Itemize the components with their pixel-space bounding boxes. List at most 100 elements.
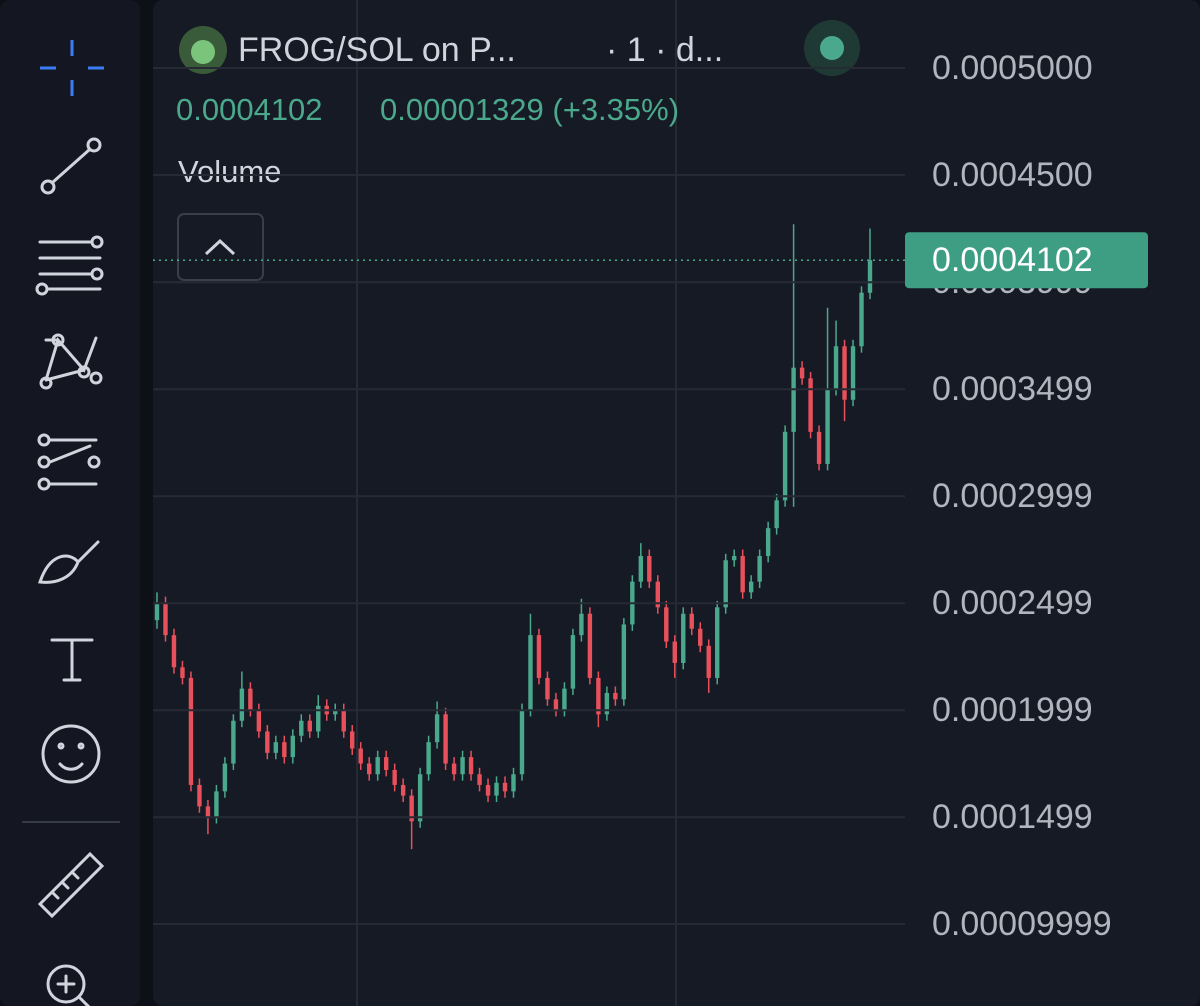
candle-body <box>222 763 228 792</box>
candle-body <box>774 500 779 529</box>
candle-body <box>545 677 550 700</box>
candle-body <box>528 635 533 711</box>
candle-body <box>655 581 660 608</box>
candle-body <box>596 677 601 715</box>
candle-body <box>664 607 669 642</box>
candle-body <box>154 603 160 621</box>
candle-body <box>299 720 304 736</box>
candle-body <box>613 692 618 700</box>
y-tick-label: 0.00009999 <box>932 905 1112 943</box>
candle-body <box>731 555 737 561</box>
candle-body <box>621 624 627 700</box>
toolbar <box>0 0 140 1006</box>
chevron-icon <box>204 238 236 256</box>
candle-body <box>698 628 703 646</box>
candle-body <box>850 346 856 400</box>
emoji-tool[interactable] <box>41 724 101 784</box>
candle-body <box>757 555 762 582</box>
candle-body <box>197 784 202 807</box>
candle-body <box>316 705 321 732</box>
candle-body <box>604 692 610 715</box>
candle-body <box>706 645 711 678</box>
candle-body <box>460 757 465 775</box>
fib-tool[interactable] <box>35 235 104 296</box>
y-tick-label: 0.0002499 <box>932 584 1093 622</box>
candle-body <box>782 431 788 501</box>
candle-body <box>833 346 839 390</box>
candle-body <box>579 613 584 636</box>
zoom-tool[interactable] <box>46 964 91 1006</box>
projection-tool[interactable] <box>37 433 101 491</box>
candle-body <box>672 641 677 663</box>
candle-body <box>417 774 423 822</box>
candle-body <box>570 635 576 689</box>
candle-body <box>842 346 847 400</box>
candle-body <box>188 677 194 785</box>
symbol-avatar-detail <box>191 40 215 64</box>
last-price-tag-label: 0.0004102 <box>932 241 1093 279</box>
interval[interactable]: · 1 · d... <box>606 31 723 69</box>
y-tick-label: 0.0004500 <box>932 156 1093 194</box>
market-status[interactable] <box>820 36 844 60</box>
trend-line-tool[interactable] <box>40 137 102 195</box>
candle-body <box>282 742 287 758</box>
ruler-tool[interactable] <box>37 851 105 919</box>
candle-body <box>350 731 355 749</box>
candle-body <box>451 763 457 775</box>
candle-body <box>765 528 771 556</box>
candle-body <box>307 720 312 732</box>
candle-body <box>553 699 559 711</box>
candle-body <box>477 774 482 785</box>
candle-body <box>867 260 873 293</box>
candle-body <box>290 735 296 758</box>
candle-body <box>358 748 363 764</box>
candle-body <box>231 720 236 764</box>
candle-body <box>163 603 168 636</box>
candle-body <box>587 613 593 678</box>
candle-body <box>180 667 185 678</box>
candle-body <box>409 795 414 822</box>
candle-body <box>494 782 499 796</box>
last-price: 0.0004102 <box>176 92 323 127</box>
candle-body <box>562 688 567 711</box>
candle-body <box>536 635 542 678</box>
candle-body <box>256 710 262 732</box>
candle-body <box>791 367 796 432</box>
y-tick-label: 0.0005000 <box>932 49 1093 87</box>
indicator-label[interactable]: Volume <box>178 154 281 189</box>
candle-body <box>740 555 745 593</box>
candle-body <box>799 367 805 379</box>
candle-body <box>715 607 720 678</box>
candle-body <box>333 710 338 715</box>
candle-body <box>443 714 448 764</box>
y-tick-label: 0.0001499 <box>932 798 1093 836</box>
candle-body <box>214 791 219 818</box>
pattern-tool[interactable] <box>39 333 103 390</box>
candle-body <box>367 763 372 775</box>
candle-body <box>723 560 728 608</box>
candle-body <box>205 806 211 818</box>
brush-tool[interactable] <box>37 540 100 584</box>
candle-body <box>647 555 652 582</box>
text-tool[interactable] <box>50 638 94 682</box>
y-tick-label: 0.0002999 <box>932 477 1093 515</box>
candle-body <box>511 774 516 792</box>
candle-body <box>392 769 397 785</box>
candle-body <box>816 431 822 464</box>
candle-body <box>502 782 508 792</box>
symbol-title[interactable]: FROG/SOL on P... <box>238 31 516 69</box>
candle-body <box>434 714 440 743</box>
y-tick-label: 0.0001999 <box>932 691 1093 729</box>
candle-body <box>400 784 406 796</box>
collapse-button[interactable] <box>177 213 264 281</box>
candle-body <box>859 292 864 347</box>
candle-body <box>265 731 270 753</box>
candle-body <box>341 710 346 732</box>
candle-body <box>689 613 694 629</box>
candle-body <box>468 757 474 775</box>
candle-body <box>273 742 279 753</box>
candle-body <box>748 581 754 593</box>
crosshair-tool[interactable] <box>40 40 104 96</box>
candle-body <box>638 555 644 582</box>
candle-body <box>383 757 389 770</box>
